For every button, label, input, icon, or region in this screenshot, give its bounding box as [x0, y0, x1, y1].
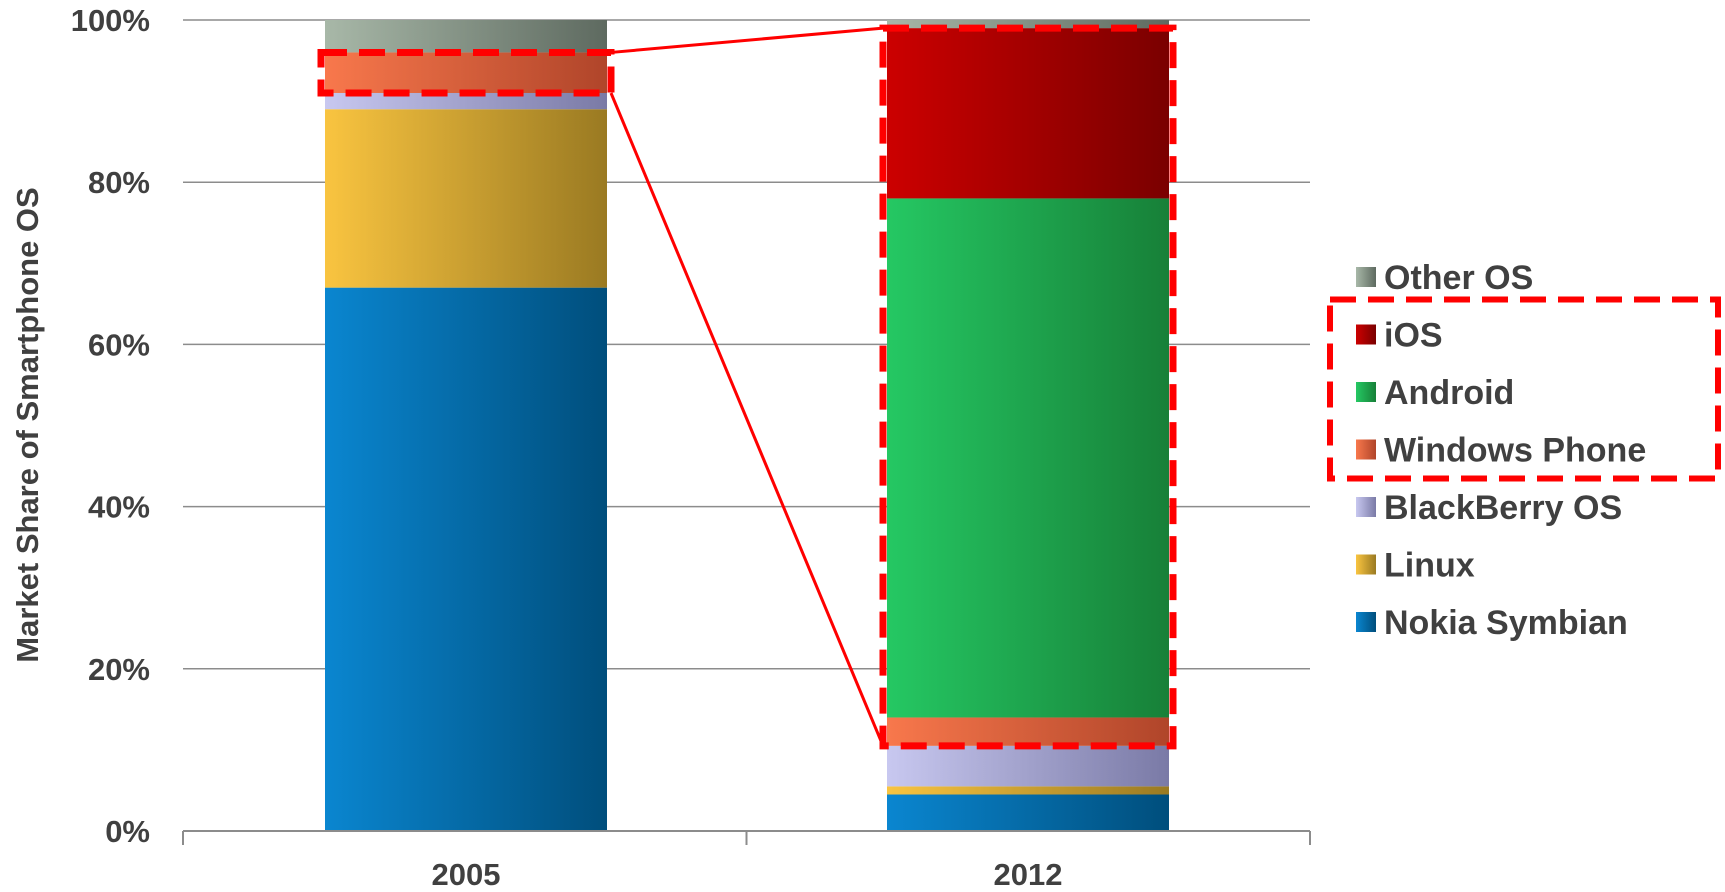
legend-item-linux: Linux	[1356, 547, 1475, 585]
legend-item-android: Android	[1356, 374, 1514, 412]
legend-label: Windows Phone	[1384, 432, 1646, 470]
legend-item-nokia-symbian: Nokia Symbian	[1356, 604, 1628, 642]
bar-segment-windows-phone-2012	[887, 717, 1169, 746]
bar-segment-android-2012	[887, 198, 1169, 718]
legend-item-ios: iOS	[1356, 317, 1443, 355]
y-tick-label: 100%	[71, 3, 150, 38]
legend-item-other-os: Other OS	[1356, 259, 1533, 297]
highlight-box-2012	[879, 24, 1177, 750]
y-tick-label: 0%	[105, 814, 150, 849]
legend-item-blackberry-os: BlackBerry OS	[1356, 489, 1622, 527]
legend-label: Linux	[1384, 547, 1475, 585]
legend-swatch	[1356, 612, 1376, 632]
x-category-labels: 2005 2012	[432, 857, 1063, 892]
highlight-annotations	[317, 24, 1177, 750]
highlight-connector-bottom	[609, 92, 885, 747]
x-category-label: 2005	[432, 857, 501, 892]
highlight-box-2005	[317, 48, 615, 97]
bar-segment-linux-2005	[325, 109, 607, 288]
bar-segment-blackberry-os-2005	[325, 92, 607, 110]
legend-swatch	[1356, 554, 1376, 575]
bar-segment-nokia-symbian-2012	[887, 794, 1169, 831]
bars	[325, 20, 1169, 831]
legend-label: Nokia Symbian	[1384, 604, 1628, 642]
legend-label: BlackBerry OS	[1384, 489, 1622, 527]
y-tick-label: 80%	[88, 165, 150, 200]
legend-label: Other OS	[1384, 259, 1533, 297]
legend-highlight-box	[1327, 296, 1721, 482]
y-tick-label: 20%	[88, 652, 150, 687]
legend-item-windows-phone: Windows Phone	[1356, 432, 1646, 470]
legend-swatch	[1356, 267, 1376, 287]
bar-segment-other-os-2012	[887, 20, 1169, 29]
bar-segment-ios-2012	[887, 28, 1169, 199]
highlight-connector-top	[610, 26, 884, 54]
legend: Other OS iOS Android Windows Phone BlackBerr…	[1327, 259, 1721, 642]
y-tick-labels: 0% 20% 40% 60% 80% 100%	[71, 3, 150, 849]
bar-segment-other-os-2005	[325, 20, 607, 53]
legend-swatch	[1356, 497, 1376, 517]
y-tick-label: 40%	[88, 490, 150, 525]
legend-swatch	[1356, 382, 1376, 402]
x-category-label: 2012	[994, 857, 1063, 892]
axes	[182, 830, 1311, 845]
legend-swatch	[1356, 439, 1376, 460]
bar-segment-linux-2012	[887, 786, 1169, 795]
bar-segment-blackberry-os-2012	[887, 745, 1169, 787]
legend-swatch	[1356, 324, 1376, 345]
y-tick-label: 60%	[88, 327, 150, 362]
bar-segment-nokia-symbian-2005	[325, 287, 607, 831]
legend-label: Android	[1384, 374, 1514, 412]
bar-segment-windows-phone-2005	[325, 52, 607, 93]
y-axis-label: Market Share of Smartphone OS	[10, 187, 45, 662]
legend-label: iOS	[1384, 317, 1443, 355]
